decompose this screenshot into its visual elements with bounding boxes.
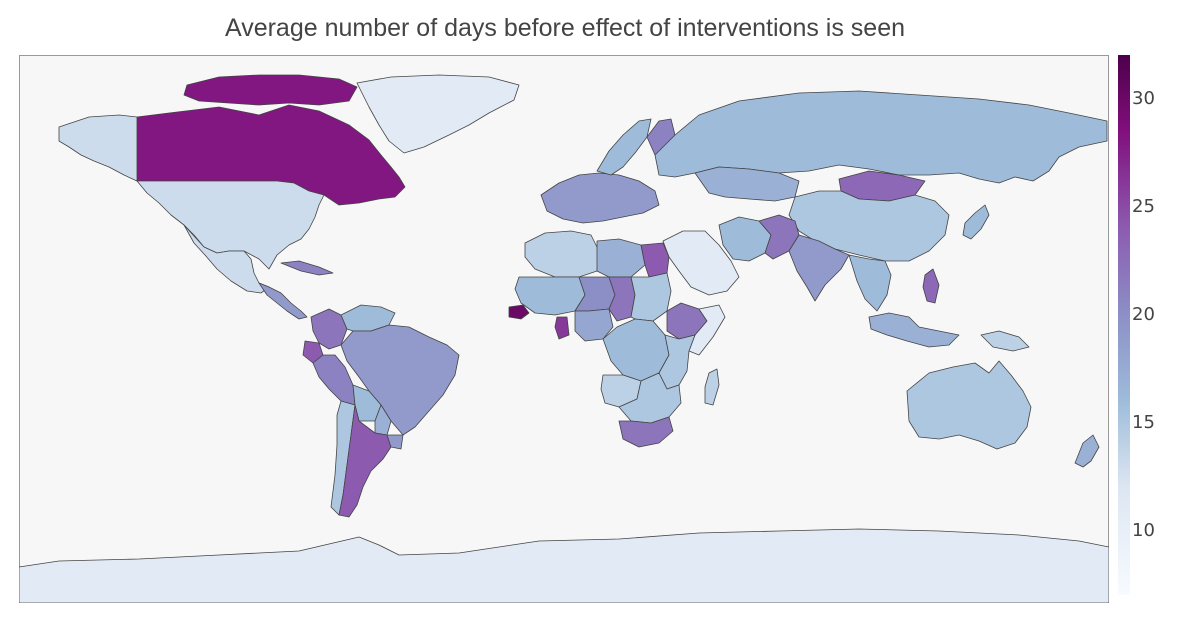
region-nigeria[interactable]: Nigeria: 18: [574, 308, 614, 342]
colorbar-tick-label: 10: [1132, 520, 1155, 541]
region-central-america[interactable]: Central America: 19: [258, 282, 308, 320]
region-australia[interactable]: Australia: 15: [906, 360, 1032, 450]
region-alaska[interactable]: Alaska: 13: [58, 114, 138, 182]
colorbar: 10 15 20 25 30: [1118, 55, 1155, 595]
region-east-africa[interactable]: East Africa: 15: [658, 334, 696, 390]
colorbar-tick-label: 20: [1132, 304, 1155, 325]
region-middle-east[interactable]: Middle East: 11: [662, 230, 740, 296]
region-uruguay[interactable]: Uruguay: 19: [386, 434, 404, 450]
region-cuba[interactable]: Cuba: 21: [280, 260, 334, 276]
region-argentina[interactable]: Argentina: 24: [338, 404, 392, 518]
region-new-zealand[interactable]: New Zealand: 17: [1074, 434, 1100, 468]
region-papua-new-guinea[interactable]: Papua New Guinea: 14: [980, 330, 1030, 352]
region-paraguay[interactable]: Paraguay: 17: [374, 404, 392, 436]
region-scandinavia[interactable]: Scandinavia: 16: [596, 118, 652, 176]
region-ghana[interactable]: Ghana: 26: [554, 316, 570, 340]
region-greenland[interactable]: Greenland: 11: [356, 74, 520, 154]
region-brazil[interactable]: Brazil: 19: [340, 324, 460, 436]
colorbar-gradient: [1118, 55, 1130, 595]
colorbar-tick-label: 30: [1132, 88, 1155, 109]
region-somalia[interactable]: Somalia: 11: [688, 304, 726, 356]
region-senegal[interactable]: Senegal: 30: [508, 304, 530, 320]
region-southeast-asia[interactable]: Southeast Asia: 16: [848, 254, 892, 312]
region-philippines[interactable]: Philippines: 23: [922, 268, 940, 304]
world-map[interactable]: Greenland: 11 Canada: 28 Canada: 28 Alas…: [19, 55, 1109, 603]
region-madagascar[interactable]: Madagascar: 14: [704, 368, 720, 406]
region-sudan[interactable]: Sudan: 15: [630, 272, 672, 322]
region-antarctica[interactable]: Antarctica: 11: [19, 528, 1109, 603]
region-western-europe[interactable]: Western Europe: 19: [540, 172, 660, 224]
region-sahel-west[interactable]: Sahel West: 16: [514, 276, 586, 316]
region-indonesia[interactable]: Indonesia: 17: [868, 312, 960, 348]
region-canada-islands[interactable]: Canada: 28: [183, 74, 358, 106]
region-india[interactable]: India: 19: [788, 234, 850, 302]
region-libya[interactable]: Libya: 17: [596, 238, 646, 278]
map-title: Average number of days before effect of …: [224, 14, 906, 42]
region-japan[interactable]: Japan: 16: [962, 204, 990, 240]
colorbar-tick-label: 25: [1132, 196, 1155, 217]
colorbar-tick-label: 15: [1132, 412, 1155, 433]
region-south-africa[interactable]: South Africa: 22: [618, 416, 674, 448]
